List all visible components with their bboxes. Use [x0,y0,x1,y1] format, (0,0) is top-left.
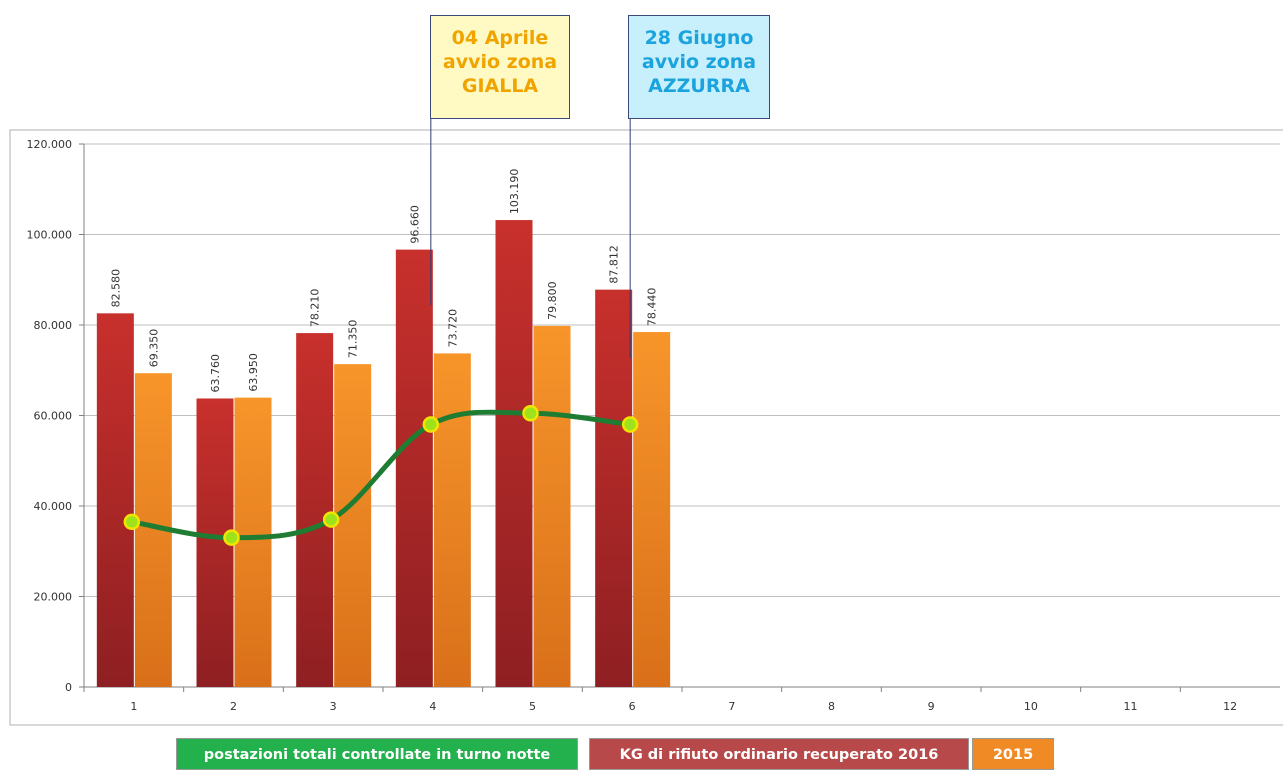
y-tick-label: 60.000 [34,410,73,423]
bar-2015 [533,325,571,687]
x-axis: 1 2 3 4 5 6 7 8 9 10 11 12 [83,686,1280,713]
line-path [129,409,633,541]
data-label: 63.760 [209,354,222,393]
x-tick-label: 3 [330,700,337,713]
bar-2015 [633,332,671,687]
callout-azzurra-line1: 28 Giugno [644,27,754,49]
x-tick-label: 5 [529,700,536,713]
data-label: 73.720 [446,309,459,348]
callout-gialla-line3: GIALLA [461,75,539,97]
callout-gialla: 04 Aprile avvio zona GIALLA [430,15,570,119]
callout-azzurra: 28 Giugno avvio zona AZZURRA [628,15,770,119]
line-point [522,404,539,422]
line-series [123,404,639,546]
data-label: 82.580 [109,269,122,308]
y-tick-label: 120.000 [27,138,73,151]
data-label: 71.350 [347,320,360,359]
callout-gialla-line2: avvio zona [442,51,558,73]
callout-azzurra-line3: AZZURRA [648,75,750,97]
x-tick-label: 10 [1024,700,1038,713]
x-tick-label: 4 [429,700,436,713]
line-point [322,511,340,528]
bar-2016 [595,289,633,687]
bar-2016 [96,313,134,687]
y-tick-label: 20.000 [34,591,73,604]
x-tick-label: 7 [728,700,735,713]
callout-azzurra-line2: avvio zona [641,51,757,73]
data-label: 69.350 [147,329,160,368]
data-label: 63.950 [247,353,260,392]
line-point [422,416,440,433]
line-point [123,513,141,531]
y-tick-label: 0 [65,681,72,694]
data-label: 78.210 [309,289,322,328]
legend-bar-2015: 2015 [972,738,1054,770]
data-label: 103.190 [508,169,521,215]
bar-2016 [395,249,433,687]
bar-2015 [433,353,471,687]
callout-leaders [430,119,631,358]
y-tick-label: 40.000 [34,500,73,513]
legend-line-series: postazioni totali controllate in turno n… [176,738,578,770]
callout-gialla-line1: 04 Aprile [451,27,549,49]
y-tick-label: 80.000 [34,319,73,332]
legend-bar-2016: KG di rifiuto ordinario recuperato 2016 [589,738,969,770]
bars [96,220,671,687]
x-tick-label: 8 [828,700,835,713]
bar-2015 [334,364,372,687]
line-point [621,416,639,433]
bar-2016 [495,220,533,687]
bar-2015 [234,397,272,687]
y-tick-label: 100.000 [27,229,73,242]
x-tick-label: 12 [1223,700,1237,713]
x-tick-label: 1 [130,700,137,713]
line-point [223,529,240,546]
x-tick-label: 11 [1124,700,1138,713]
x-tick-label: 6 [629,700,636,713]
data-label: 87.812 [608,245,621,284]
bar-2016 [296,333,334,687]
y-axis: 0 20.000 40.000 60.000 80.000 100.000 120.000 [27,138,85,694]
x-tick-label: 9 [928,700,935,713]
data-label: 79.800 [546,281,559,320]
data-labels: 82.580 63.760 78.210 96.660 103.190 87.812 69.… [109,169,658,393]
x-tick-label: 2 [230,700,237,713]
data-label: 78.440 [646,288,659,327]
data-label: 96.660 [408,205,421,244]
